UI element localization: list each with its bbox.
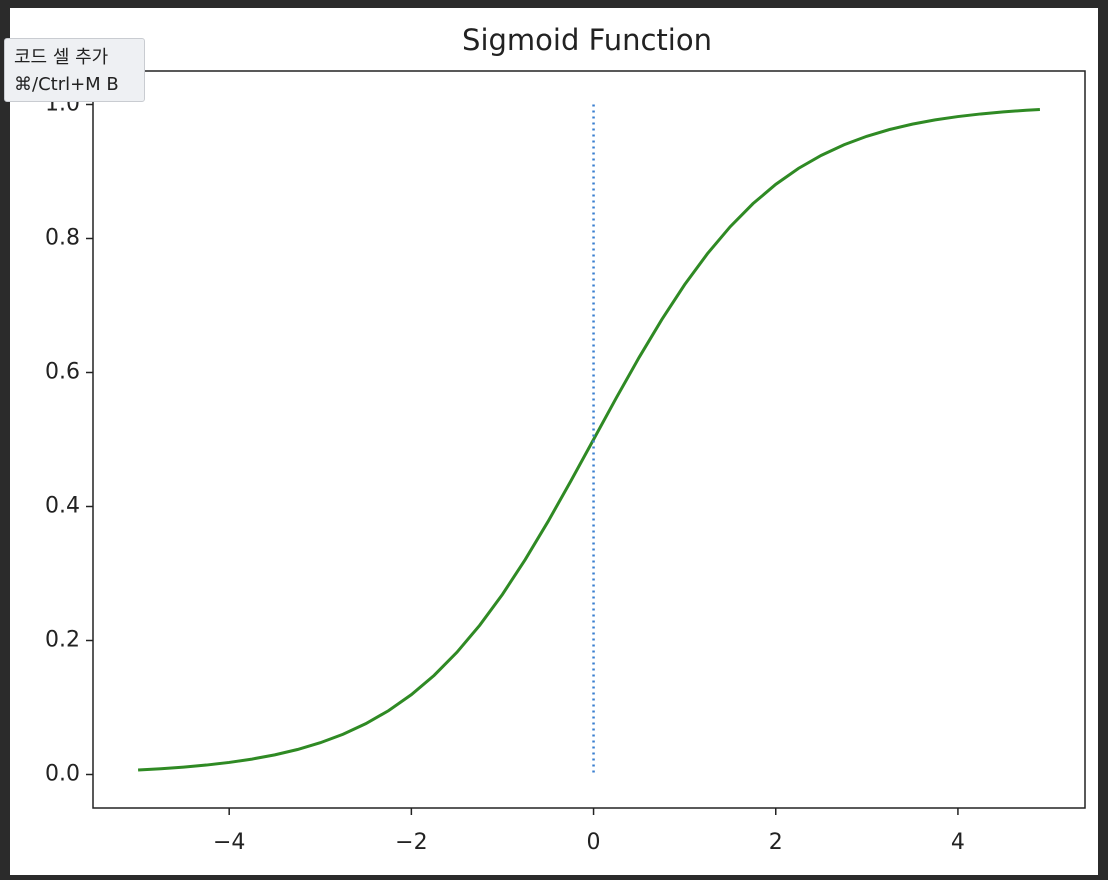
y-tick-label: 0.2 bbox=[45, 628, 80, 653]
y-tick-label: 0.0 bbox=[45, 762, 80, 787]
y-tick-label: 0.8 bbox=[45, 226, 80, 251]
tooltip: 코드 셀 추가 ⌘/Ctrl+M B bbox=[4, 38, 145, 102]
x-tick-label: 0 bbox=[587, 830, 601, 855]
line-series bbox=[138, 107, 1040, 772]
axes-frame bbox=[92, 70, 1086, 809]
y-tick-label: 0.6 bbox=[45, 360, 80, 385]
tooltip-shortcut: ⌘/Ctrl+M B bbox=[14, 74, 119, 95]
y-tick-label: 0.4 bbox=[45, 494, 80, 519]
chart-title: Sigmoid Function bbox=[462, 23, 712, 57]
x-tick-label: 4 bbox=[951, 830, 965, 855]
tooltip-title: 코드 셀 추가 bbox=[14, 47, 109, 68]
figure-background bbox=[10, 8, 1098, 875]
x-tick-label: 2 bbox=[769, 830, 783, 855]
x-tick-label: −2 bbox=[395, 830, 427, 855]
x-tick-label: −4 bbox=[213, 830, 245, 855]
